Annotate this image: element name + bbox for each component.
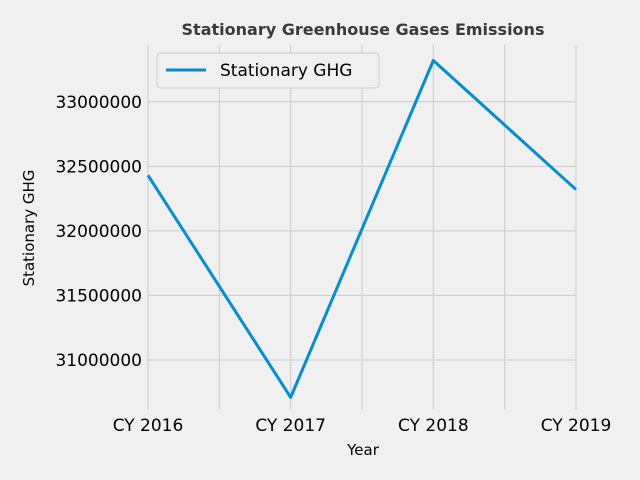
x-tick-label: CY 2018 [398, 416, 469, 436]
y-tick-label: 33000000 [55, 93, 142, 113]
y-tick-label: 31000000 [55, 351, 142, 371]
y-tick-label: 31500000 [55, 286, 142, 306]
y-tick-label: 32500000 [55, 157, 142, 177]
y-tick-labels: 31000000 31500000 32000000 32500000 33000000 [55, 93, 142, 371]
y-tick-label: 32000000 [55, 222, 142, 242]
series-line [146, 58, 578, 399]
legend-label: Stationary GHG [220, 61, 352, 81]
x-tick-labels: CY 2016 CY 2017 CY 2018 CY 2019 [113, 416, 612, 436]
x-tick-label: CY 2016 [113, 416, 184, 436]
chart-title: Stationary Greenhouse Gases Emissions [182, 20, 545, 39]
x-tick-label: CY 2017 [255, 416, 326, 436]
grid-lines [147, 45, 577, 409]
x-tick-label: CY 2019 [541, 416, 612, 436]
series-layer [146, 58, 578, 399]
legend: Stationary GHG [156, 52, 380, 89]
y-axis-label: Stationary GHG [20, 170, 38, 287]
legend-box [156, 52, 380, 89]
x-axis-label: Year [346, 441, 380, 459]
